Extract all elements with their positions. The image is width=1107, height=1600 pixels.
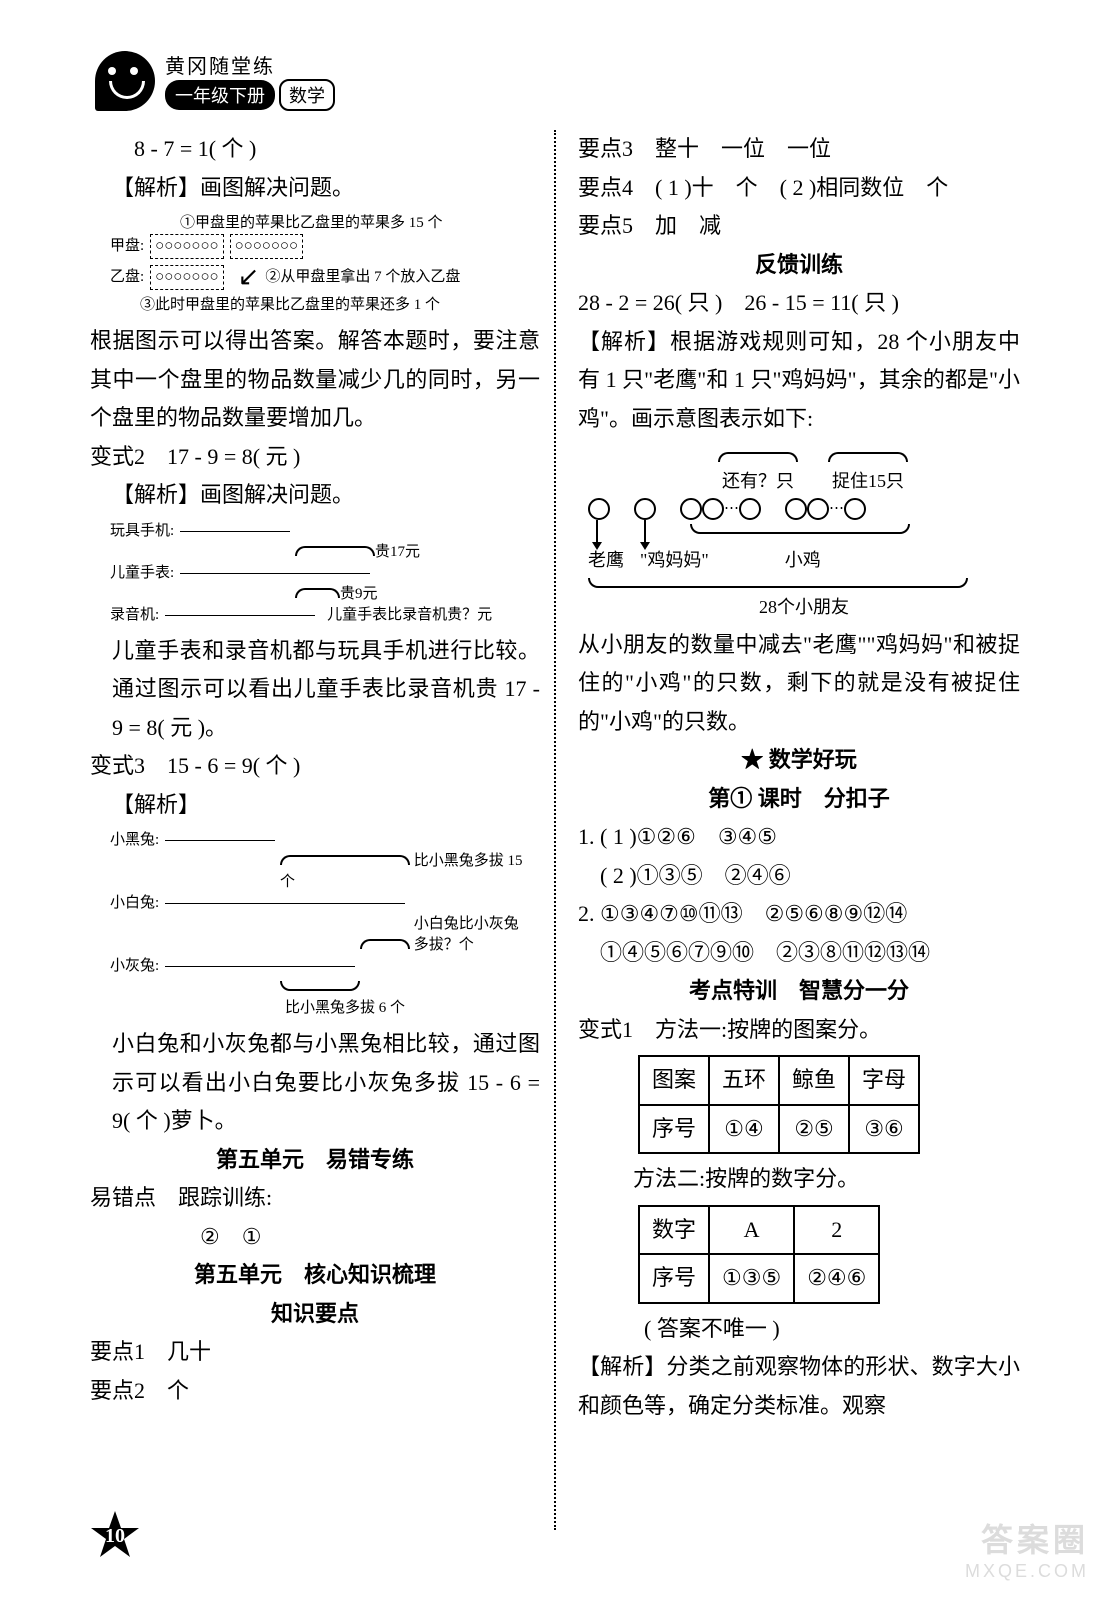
cell: ②⑤ xyxy=(779,1105,849,1154)
label: 贵17元 xyxy=(375,544,420,560)
label-yi: 乙盘: xyxy=(110,267,144,288)
paragraph: 从小朋友的数量中减去"老鹰""鸡妈妈"和被捉住的"小鸡"的只数，剩下的就是没有被… xyxy=(578,626,1020,742)
analysis-text: 【解析】根据游戏规则可知，28 个小朋友中有 1 只"老鹰"和 1 只"鸡妈妈"… xyxy=(578,323,1020,439)
smiley-icon xyxy=(95,51,155,111)
cell: 字母 xyxy=(849,1056,919,1105)
table-row: 序号 ①③⑤ ②④⑥ xyxy=(639,1254,879,1303)
variant-heading: 变式3 15 - 6 = 9( 个 ) xyxy=(90,747,540,786)
equation: 8 - 7 = 1( 个 ) xyxy=(90,130,540,169)
cell: 序号 xyxy=(639,1105,709,1154)
watermark-line2: MXQE.COM xyxy=(965,1561,1089,1582)
label: 小灰兔: xyxy=(110,956,159,977)
answer: ② ① xyxy=(90,1218,540,1257)
series-title: 黄冈随堂练 xyxy=(165,50,335,79)
label: 捉住15只 xyxy=(832,471,904,491)
page-number: 10 xyxy=(105,1525,125,1548)
cell: 序号 xyxy=(639,1254,709,1303)
paragraph: 根据图示可以得出答案。解答本题时，要注意其中一个盘里的物品数量减少几的同时，另一… xyxy=(90,322,540,438)
paragraph: 儿童手表和录音机都与玩具手机进行比较。通过图示可以看出儿童手表比录音机贵 17 … xyxy=(90,632,540,748)
label: 易错点 跟踪训练: xyxy=(90,1179,540,1218)
diag-note: ②从甲盘里拿出 7 个放入乙盘 xyxy=(265,267,460,288)
cell: 数字 xyxy=(639,1206,709,1255)
variant-heading: 变式1 方法一:按牌的图案分。 xyxy=(578,1011,1020,1050)
page-number-badge: 10 xyxy=(90,1510,140,1560)
answer-line: ( 2 )①③⑤ ②④⑥ xyxy=(578,857,1020,896)
page-header: 黄冈随堂练 一年级下册 数学 xyxy=(95,50,335,111)
cell: 2 xyxy=(794,1206,879,1255)
label: 还有？只 xyxy=(722,471,794,491)
cell: ①③⑤ xyxy=(709,1254,794,1303)
section-heading: 第五单元 核心知识梳理 xyxy=(90,1256,540,1295)
answer-line: 1. ( 1 )①②⑥ ③④⑤ xyxy=(578,818,1020,857)
right-column: 要点3 整十 一位 一位 要点4 ( 1 )十 个 ( 2 )相同数位 个 要点… xyxy=(560,130,1020,1530)
table-method1: 图案 五环 鲸鱼 字母 序号 ①④ ②⑤ ③⑥ xyxy=(638,1055,920,1154)
grade-pill: 一年级下册 xyxy=(165,80,275,110)
label: 小白兔比小灰兔多拔？个 xyxy=(414,914,524,956)
left-column: 8 - 7 = 1( 个 ) 【解析】画图解决问题。 ①甲盘里的苹果比乙盘里的苹… xyxy=(90,130,550,1530)
table-row: 序号 ①④ ②⑤ ③⑥ xyxy=(639,1105,919,1154)
paragraph: 小白兔和小灰兔都与小黑兔相比较，通过图示可以看出小白兔要比小灰兔多拔 15 - … xyxy=(90,1025,540,1141)
answer-line: 2. ①③④⑦⑩⑪⑬ ②⑤⑥⑧⑨⑫⑭ xyxy=(578,895,1020,934)
cell: A xyxy=(709,1206,794,1255)
label-jia: 甲盘: xyxy=(110,236,144,257)
label: 小鸡 xyxy=(785,548,821,573)
keypoint: 要点5 加 减 xyxy=(578,207,1020,246)
section-heading: 第五单元 易错专练 xyxy=(90,1141,540,1180)
note: ( 答案不唯一 ) xyxy=(578,1310,1020,1349)
label: 儿童手表: xyxy=(110,563,174,584)
label: 玩具手机: xyxy=(110,521,174,542)
label: "鸡妈妈" xyxy=(640,548,709,573)
analysis-label: 【解析】画图解决问题。 xyxy=(90,169,540,208)
diag-note: ③此时甲盘里的苹果比乙盘里的苹果还多 1 个 xyxy=(140,295,540,316)
keypoint: 要点3 整十 一位 一位 xyxy=(578,130,1020,169)
variant-heading: 变式2 17 - 9 = 8( 元 ) xyxy=(90,438,540,477)
lesson-heading: 第① 课时 分扣子 xyxy=(578,780,1020,819)
column-divider xyxy=(554,130,556,1530)
label: 儿童手表比录音机贵？元 xyxy=(327,605,492,626)
cell: 五环 xyxy=(709,1056,779,1105)
answer-line: ①④⑤⑥⑦⑨⑩ ②③⑧⑪⑫⑬⑭ xyxy=(578,934,1020,973)
diagram-eagle-game: 还有？只 捉住15只 ⋯ ⋯ 老鹰 "鸡妈妈" 小 xyxy=(588,444,1020,620)
equation: 28 - 2 = 26( 只 ) 26 - 15 = 11( 只 ) xyxy=(578,284,1020,323)
cell: 鲸鱼 xyxy=(779,1056,849,1105)
label: 录音机: xyxy=(110,605,159,626)
keypoint: 要点2 个 xyxy=(90,1372,540,1411)
label: 28个小朋友 xyxy=(588,595,1020,620)
analysis-text: 【解析】分类之前观察物体的形状、数字大小和颜色等，确定分类标准。观察 xyxy=(578,1348,1020,1425)
diagram-plates: ①甲盘里的苹果比乙盘里的苹果多 15 个 甲盘: ○○○○○○○ ○○○○○○○… xyxy=(110,213,540,316)
label: 贵9元 xyxy=(340,586,378,602)
section-heading: ★ 数学好玩 xyxy=(578,741,1020,780)
analysis-label: 【解析】 xyxy=(90,786,540,825)
analysis-label: 【解析】画图解决问题。 xyxy=(90,476,540,515)
label: 老鹰 xyxy=(588,548,624,573)
cell: ②④⑥ xyxy=(794,1254,879,1303)
diagram-rabbits: 小黑兔: 比小黑兔多拔 15 个 小白兔: 小白兔比小灰兔多拔？个 小灰兔: 比… xyxy=(110,830,540,1019)
table-row: 图案 五环 鲸鱼 字母 xyxy=(639,1056,919,1105)
diagram-prices: 玩具手机: 贵17元 儿童手表: 贵9元 录音机: 儿童手表比录音机贵？元 xyxy=(110,521,540,626)
cell: ③⑥ xyxy=(849,1105,919,1154)
cell: 图案 xyxy=(639,1056,709,1105)
subsection-heading: 知识要点 xyxy=(90,1295,540,1334)
label: 小白兔: xyxy=(110,893,159,914)
section-heading: 考点特训 智慧分一分 xyxy=(578,972,1020,1011)
keypoint: 要点4 ( 1 )十 个 ( 2 )相同数位 个 xyxy=(578,169,1020,208)
table-method2: 数字 A 2 序号 ①③⑤ ②④⑥ xyxy=(638,1205,880,1304)
keypoint: 要点1 几十 xyxy=(90,1333,540,1372)
label: 比小黑兔多拔 6 个 xyxy=(285,998,540,1019)
cell: ①④ xyxy=(709,1105,779,1154)
subject-pill: 数学 xyxy=(279,79,335,111)
table-row: 数字 A 2 xyxy=(639,1206,879,1255)
diag-note: ①甲盘里的苹果比乙盘里的苹果多 15 个 xyxy=(180,213,540,234)
watermark: 答案圈 MXQE.COM xyxy=(965,1515,1089,1582)
watermark-line1: 答案圈 xyxy=(965,1515,1089,1561)
label: 小黑兔: xyxy=(110,830,159,851)
method-label: 方法二:按牌的数字分。 xyxy=(578,1160,1020,1199)
section-heading: 反馈训练 xyxy=(578,246,1020,285)
content-columns: 8 - 7 = 1( 个 ) 【解析】画图解决问题。 ①甲盘里的苹果比乙盘里的苹… xyxy=(90,130,1020,1530)
